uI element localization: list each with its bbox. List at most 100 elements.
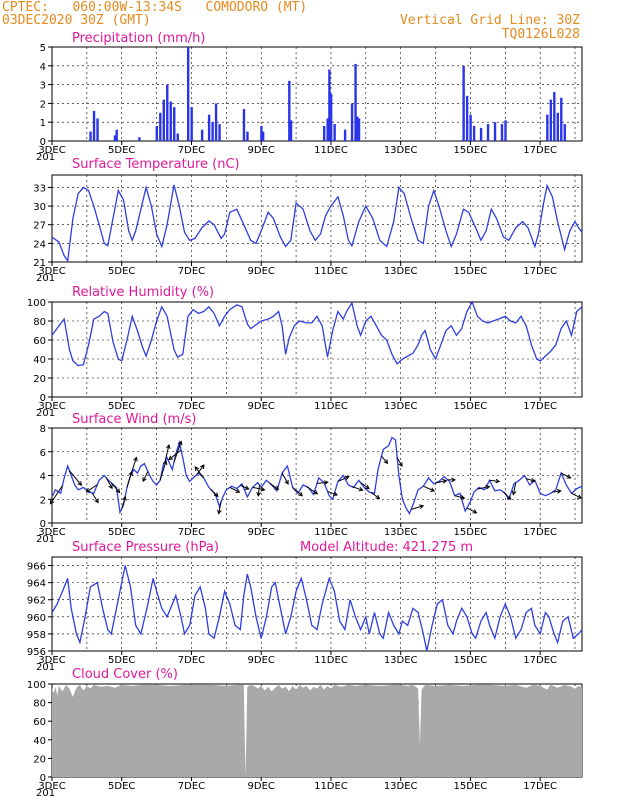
wind-wind-arrowhead bbox=[556, 489, 562, 494]
wind-ytick-label: 8 bbox=[40, 424, 46, 435]
precip-xtick-label: 11DEC bbox=[314, 145, 348, 156]
wind-wind-arrowhead bbox=[194, 466, 200, 472]
precip-ytick-label: 5 bbox=[40, 43, 46, 54]
wind-wind-arrowhead bbox=[260, 486, 266, 492]
temp-ytick-label: 27 bbox=[33, 221, 46, 232]
wind-wind-arrow bbox=[292, 486, 303, 497]
precip-bar bbox=[138, 137, 141, 141]
wind-wind-arrowhead bbox=[49, 499, 55, 505]
wind-wind-arrow bbox=[512, 482, 517, 495]
wind-wind-arrow bbox=[69, 470, 82, 486]
pressure-xtick-label: 5DEC bbox=[108, 655, 135, 666]
wind-xtick-label: 13DEC bbox=[384, 527, 418, 538]
wind-wind-arrowhead bbox=[108, 484, 113, 490]
wind-wind-arrowhead bbox=[472, 509, 478, 514]
precip-xtick-label: 15DEC bbox=[454, 145, 488, 156]
wind-wind-arrowhead bbox=[284, 479, 289, 485]
precip-bar bbox=[115, 129, 118, 141]
rh-frame bbox=[51, 301, 583, 398]
header-date-line: 03DEC2020 30Z (GMT) bbox=[2, 13, 151, 28]
cloud-ytick-label: 40 bbox=[33, 736, 46, 747]
wind-series-line bbox=[51, 436, 583, 515]
pressure-ytick-label: 956 bbox=[27, 647, 46, 658]
pressure-panel: 956 958 960 962 964 966 3DEC 5DEC 7DEC 9DEC 11DEC 1… bbox=[27, 540, 583, 673]
precip-bar bbox=[322, 125, 326, 141]
wind-wind-arrow bbox=[396, 457, 403, 467]
precip-bar bbox=[356, 116, 359, 141]
pressure-ytick-label: 966 bbox=[27, 562, 46, 573]
precip-bar bbox=[333, 124, 336, 141]
cloud-ytick-label: 0 bbox=[40, 773, 46, 784]
rh-ytick-label: 0 bbox=[40, 393, 46, 404]
precip-bar bbox=[479, 127, 483, 141]
precip-bar bbox=[155, 125, 159, 141]
wind-wind-arrow bbox=[269, 483, 279, 490]
wind-year-label: 201 bbox=[36, 534, 55, 545]
precip-xtick-label: 5DEC bbox=[108, 145, 135, 156]
pressure-xtick-label: 7DEC bbox=[178, 655, 205, 666]
wind-wind-arrow bbox=[229, 486, 240, 493]
wind-ytick-label: 0 bbox=[40, 519, 46, 530]
precip-bar bbox=[329, 94, 333, 141]
wind-wind-arrowhead bbox=[133, 456, 138, 462]
wind-wind-arrowhead bbox=[364, 484, 370, 490]
precip-bar bbox=[350, 103, 354, 141]
wind-wind-arrowhead bbox=[162, 460, 168, 466]
wind-wind-arrowhead bbox=[566, 474, 572, 479]
wind-wind-arrowhead bbox=[511, 490, 517, 496]
precip-bar bbox=[500, 124, 504, 141]
wind-wind-arrowhead bbox=[235, 488, 241, 493]
wind-wind-arrowhead bbox=[244, 485, 250, 490]
precip-bar bbox=[357, 118, 361, 141]
temp-xtick-label: 17DEC bbox=[523, 266, 557, 277]
rh-panel: 0 20 40 60 80 100 3DEC 5DEC 7DEC 9DEC 11DEC 13DEC 15… bbox=[27, 285, 583, 419]
wind-wind-arrowhead bbox=[358, 486, 364, 492]
precip-bar bbox=[190, 107, 193, 141]
wind-wind-arrow bbox=[159, 460, 167, 481]
cloud-ytick-label: 80 bbox=[33, 699, 46, 710]
wind-wind-arrow bbox=[370, 492, 380, 499]
precip-bar bbox=[328, 69, 331, 141]
wind-wind-arrowhead bbox=[419, 504, 425, 509]
precip-bar bbox=[159, 112, 162, 141]
rh-series-line bbox=[51, 300, 583, 367]
cloud-ytick-label: 60 bbox=[33, 717, 46, 728]
precip-ytick-label: 3 bbox=[40, 81, 46, 92]
cloud-xtick-label: 5DEC bbox=[108, 781, 135, 792]
wind-wind-arrowhead bbox=[115, 488, 121, 494]
wind-wind-arrow bbox=[316, 481, 328, 484]
wind-ytick-label: 2 bbox=[40, 495, 46, 506]
wind-wind-arrowhead bbox=[168, 455, 174, 461]
rh-ytick-label: 20 bbox=[33, 374, 46, 385]
temp-xtick-label: 13DEC bbox=[384, 266, 418, 277]
rh-xtick-label: 3DEC bbox=[38, 401, 65, 412]
wind-wind-arrow bbox=[381, 455, 388, 464]
wind-wind-arrow bbox=[526, 478, 535, 482]
precip-ytick-label: 0 bbox=[40, 137, 46, 148]
temp-title: Surface Temperature (nC) bbox=[72, 157, 240, 172]
precip-bar bbox=[343, 129, 347, 141]
cloud-xtick-label: 9DEC bbox=[248, 781, 275, 792]
cloud-xtick-label: 15DEC bbox=[454, 781, 488, 792]
precip-bar bbox=[211, 122, 214, 141]
precip-bar bbox=[354, 63, 357, 141]
wind-xtick-label: 9DEC bbox=[248, 527, 275, 538]
precip-bar bbox=[556, 112, 559, 141]
rh-title: Relative Humidity (%) bbox=[72, 285, 214, 300]
pressure-ytick-label: 958 bbox=[27, 630, 46, 641]
precip-bar bbox=[166, 84, 169, 141]
precip-xtick-label: 13DEC bbox=[384, 145, 418, 156]
precip-bar bbox=[486, 124, 490, 141]
wind-wind-arrow bbox=[168, 449, 182, 460]
wind-wind-arrowhead bbox=[333, 491, 339, 496]
cloud-year-label: 201 bbox=[36, 788, 55, 799]
wind-wind-arrowhead bbox=[485, 484, 491, 490]
precip-bar bbox=[546, 114, 549, 141]
rh-xtick-label: 17DEC bbox=[523, 401, 557, 412]
wind-wind-arrow bbox=[306, 486, 318, 495]
temp-panel: 21 24 27 30 33 3DEC 5DEC 7DEC 9DEC 11DEC 13DEC 15DE… bbox=[33, 157, 583, 284]
precip-bar bbox=[246, 131, 249, 141]
pressure-series-line bbox=[51, 565, 583, 652]
wind-wind-arrowhead bbox=[213, 492, 219, 498]
precip-xtick-label: 3DEC bbox=[38, 145, 65, 156]
